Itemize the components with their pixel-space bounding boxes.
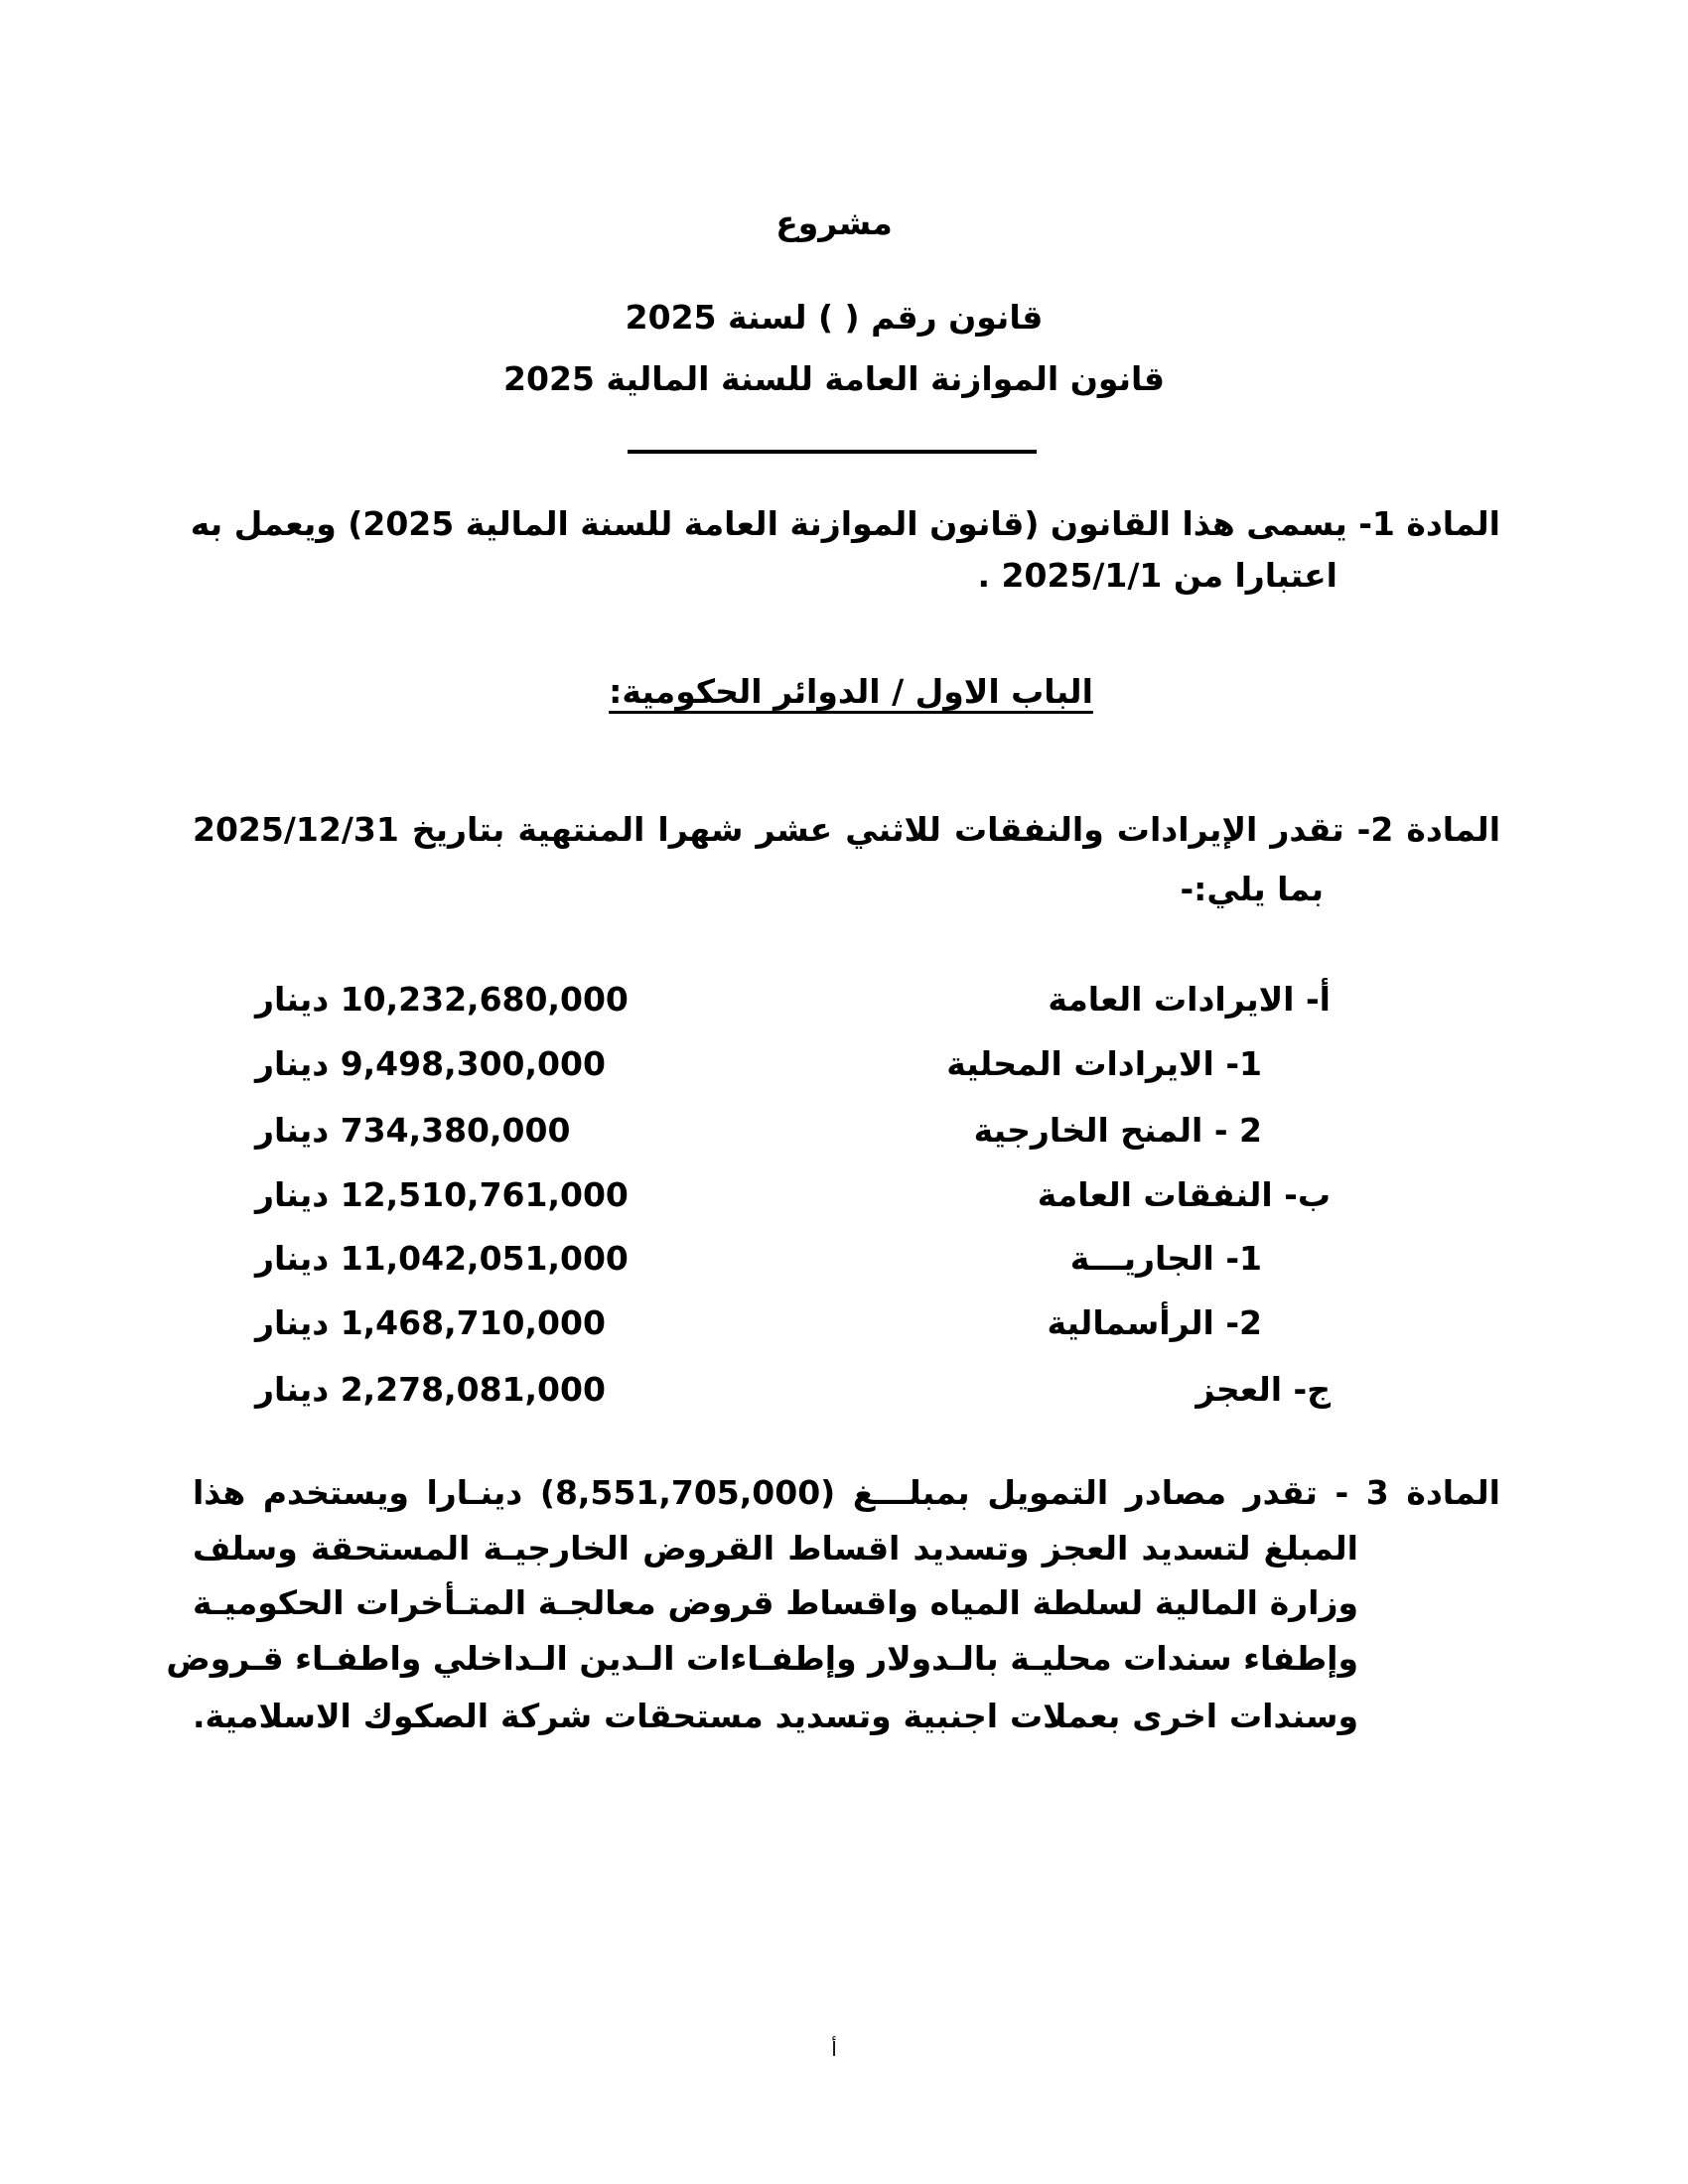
- budget-label: 2 - المنح الخارجية: [973, 1111, 1262, 1150]
- budget-amount: 12,510,761,000 دينار: [255, 1175, 629, 1214]
- law-title: قانون الموازنة العامة للسنة المالية 2025: [503, 359, 1165, 398]
- article2-line1: المادة 2- تقدر الإيرادات والنفقات للاثني…: [193, 810, 1501, 849]
- page-marker: أ: [831, 2037, 837, 2061]
- budget-label: أ- الايرادات العامة: [1048, 980, 1331, 1019]
- budget-amount: 2,278,081,000 دينار: [255, 1370, 606, 1409]
- budget-label: 1- الايرادات المحلية: [946, 1044, 1262, 1083]
- budget-label: 1- الجاريـــة: [1069, 1239, 1262, 1278]
- article3-line: وسندات اخرى بعملات اجنبية وتسديد مستحقات…: [193, 1697, 1358, 1735]
- budget-label: ج- العجز: [1196, 1370, 1331, 1409]
- budget-amount: 1,468,710,000 دينار: [255, 1303, 606, 1342]
- budget-label: 2- الرأسمالية: [1047, 1303, 1262, 1342]
- budget-label: ب- النفقات العامة: [1037, 1175, 1331, 1214]
- article2-line2: بما يلي:-: [1180, 870, 1324, 908]
- article3-line: وزارة المالية لسلطة المياه واقساط قروض م…: [193, 1583, 1358, 1622]
- budget-amount: 10,232,680,000 دينار: [255, 980, 629, 1019]
- article1-line1: المادة 1- يسمى هذا القانون (قانون المواز…: [190, 504, 1500, 543]
- article1-line2: اعتبارا من 2025/1/1 .: [977, 556, 1337, 595]
- draft-label: مشروع: [775, 204, 893, 242]
- budget-amount: 734,380,000 دينار: [255, 1111, 571, 1150]
- law-number: قانون رقم ( ) لسنة 2025: [625, 298, 1044, 337]
- chapter-heading: الباب الاول / الدوائر الحكومية:: [609, 672, 1093, 711]
- budget-amount: 9,498,300,000 دينار: [255, 1044, 606, 1083]
- article3-line: وإطفاء سندات محليـة بالـدولار وإطفـاءات …: [166, 1639, 1358, 1678]
- article3-line: المادة 3 - تقدر مصادر التمويل بمبلـــغ (…: [193, 1473, 1500, 1512]
- budget-amount: 11,042,051,000 دينار: [255, 1239, 629, 1278]
- article3-line: المبلغ لتسديد العجز وتسديد اقساط القروض …: [193, 1529, 1358, 1568]
- title-divider: [628, 450, 1037, 454]
